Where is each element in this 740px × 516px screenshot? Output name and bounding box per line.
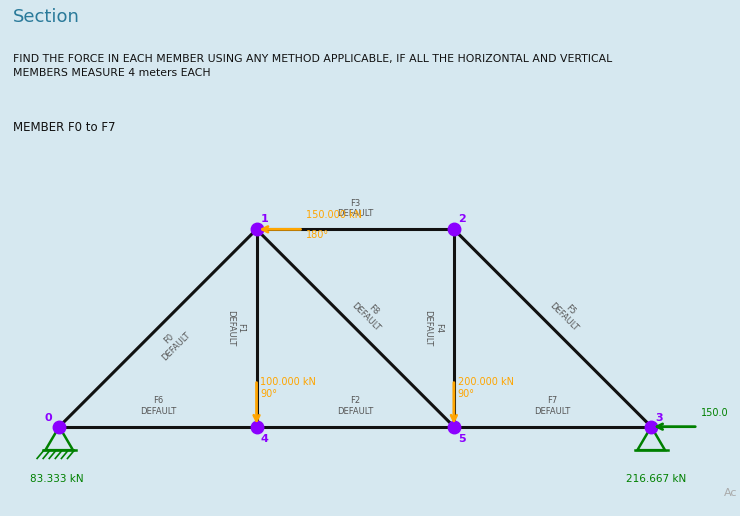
Text: 5: 5 xyxy=(458,434,465,444)
Text: 0: 0 xyxy=(44,413,52,423)
Text: 100.000 kN: 100.000 kN xyxy=(260,377,317,388)
Text: F1
DEFAULT: F1 DEFAULT xyxy=(226,310,246,346)
Text: 150.000 kN: 150.000 kN xyxy=(306,211,362,220)
Text: 180°: 180° xyxy=(306,230,329,240)
Text: F6
DEFAULT: F6 DEFAULT xyxy=(140,396,176,416)
Text: Section: Section xyxy=(13,8,80,26)
Text: 2: 2 xyxy=(458,215,465,224)
Text: 1: 1 xyxy=(260,215,268,224)
Text: 4: 4 xyxy=(260,434,269,444)
Text: 3: 3 xyxy=(655,413,663,423)
Text: F4
DEFAULT: F4 DEFAULT xyxy=(423,310,443,346)
Text: F5
DEFAULT: F5 DEFAULT xyxy=(548,294,587,333)
Text: 200.000 kN: 200.000 kN xyxy=(458,377,514,388)
Text: F3
DEFAULT: F3 DEFAULT xyxy=(337,199,373,218)
Text: FIND THE FORCE IN EACH MEMBER USING ANY METHOD APPLICABLE, IF ALL THE HORIZONTAL: FIND THE FORCE IN EACH MEMBER USING ANY … xyxy=(13,54,613,78)
Text: F7
DEFAULT: F7 DEFAULT xyxy=(534,396,571,416)
Text: 216.667 kN: 216.667 kN xyxy=(626,474,686,483)
Text: F2
DEFAULT: F2 DEFAULT xyxy=(337,396,373,416)
Text: Ac: Ac xyxy=(724,488,738,498)
Text: 90°: 90° xyxy=(458,389,475,399)
Text: 150.0: 150.0 xyxy=(701,408,728,418)
Text: MEMBER F0 to F7: MEMBER F0 to F7 xyxy=(13,121,116,134)
Text: F8
DEFAULT: F8 DEFAULT xyxy=(350,294,389,333)
Text: F0
DEFAULT: F0 DEFAULT xyxy=(153,323,192,362)
Text: 90°: 90° xyxy=(260,389,278,399)
Text: 83.333 kN: 83.333 kN xyxy=(30,474,84,483)
